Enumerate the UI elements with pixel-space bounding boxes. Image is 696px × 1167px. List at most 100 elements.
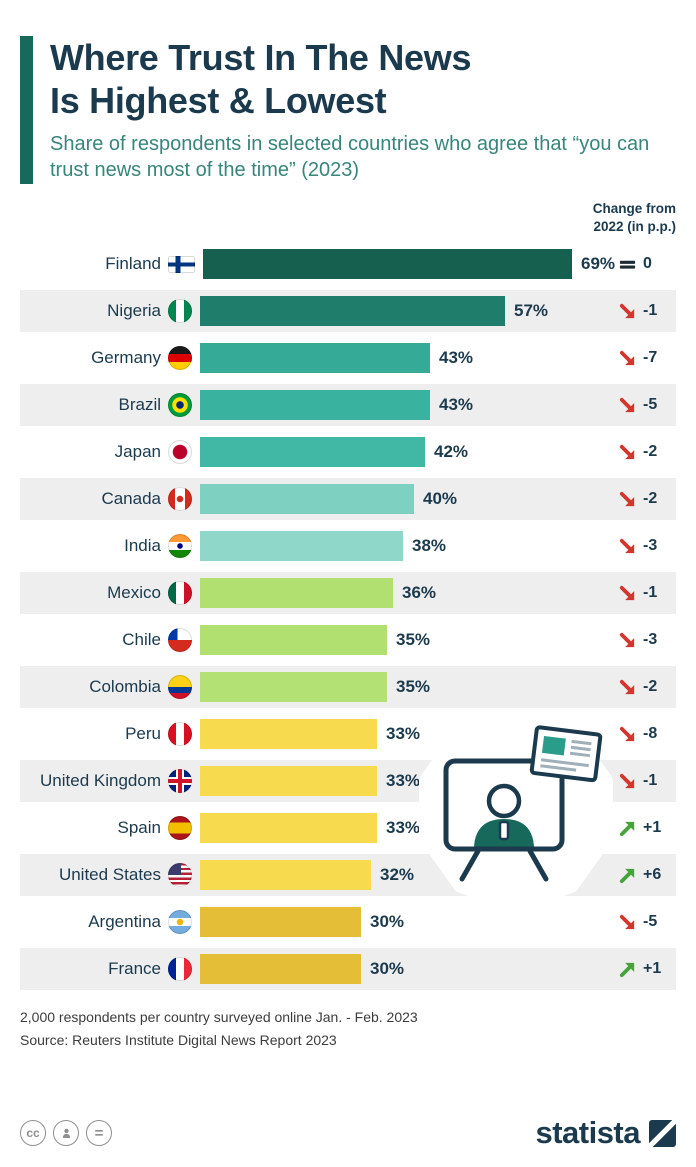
- country-label: Brazil: [118, 395, 161, 415]
- chart-row: Spain 33% +1: [20, 807, 676, 849]
- country-label: United States: [58, 865, 161, 885]
- change-arrow-icon: [618, 302, 637, 321]
- change-arrow-icon: [618, 537, 637, 556]
- change-value: +1: [643, 819, 662, 837]
- value-bar: [200, 296, 505, 327]
- change-value: -2: [643, 490, 658, 508]
- value-label: 32%: [380, 865, 415, 885]
- country-label-area: Chile: [20, 630, 161, 650]
- change-area: 0: [618, 255, 676, 274]
- chart-row: Finland 69% 0: [20, 243, 676, 285]
- country-flag-icon: [168, 957, 192, 982]
- country-label-area: United Kingdom: [20, 771, 161, 791]
- chart-row: Argentina 30% -5: [20, 901, 676, 943]
- value-label: 42%: [434, 442, 469, 462]
- infographic: Where Trust In The News Is Highest & Low…: [0, 36, 696, 1150]
- value-label: 30%: [370, 959, 405, 979]
- value-label: 33%: [386, 724, 421, 744]
- value-label: 36%: [402, 583, 437, 603]
- change-arrow-icon: [618, 725, 637, 744]
- chart-row: Colombia 35% -2: [20, 666, 676, 709]
- change-area: -2: [618, 490, 676, 509]
- country-label-area: France: [20, 959, 161, 979]
- country-label: United Kingdom: [40, 771, 161, 791]
- country-label: Finland: [105, 254, 161, 274]
- value-bar: [200, 390, 430, 421]
- country-label-area: Colombia: [20, 677, 161, 697]
- change-area: -1: [618, 584, 676, 603]
- bar-area: 33%: [200, 766, 618, 797]
- license-icons: cc =: [20, 1120, 112, 1146]
- value-bar: [200, 766, 377, 797]
- change-arrow-icon: [618, 349, 637, 368]
- bar-area: 35%: [200, 625, 618, 656]
- change-area: +1: [618, 960, 676, 979]
- bar-area: 42%: [200, 437, 618, 468]
- change-value: -2: [643, 678, 658, 696]
- bar-area: 30%: [200, 907, 618, 938]
- change-area: -7: [618, 349, 676, 368]
- bar-area: 40%: [200, 484, 618, 515]
- change-area: +6: [618, 866, 676, 885]
- country-flag-icon: [168, 255, 195, 273]
- country-flag-icon: [168, 863, 192, 888]
- bar-area: 43%: [200, 343, 618, 374]
- chart-row: Canada 40% -2: [20, 478, 676, 521]
- bar-area: 30%: [200, 954, 618, 985]
- country-flag-icon: [168, 910, 192, 935]
- country-label: Peru: [125, 724, 161, 744]
- change-value: -1: [643, 772, 658, 790]
- country-label-area: Canada: [20, 489, 161, 509]
- value-label: 57%: [514, 301, 549, 321]
- country-label-area: Germany: [20, 348, 161, 368]
- change-column-header-line1: Change from: [592, 200, 676, 216]
- page-title-line1: Where Trust In The News: [50, 37, 472, 78]
- value-label: 38%: [412, 536, 447, 556]
- change-value: -1: [643, 584, 658, 602]
- country-flag-icon: [168, 722, 192, 747]
- change-area: -5: [618, 913, 676, 932]
- value-label: 33%: [386, 818, 421, 838]
- bar-chart-rows: Finland 69% 0 Nigeria: [20, 243, 676, 991]
- bar-chart: Finland 69% 0 Nigeria: [20, 243, 676, 991]
- bar-area: 33%: [200, 719, 618, 750]
- page-title: Where Trust In The News Is Highest & Low…: [50, 36, 650, 122]
- country-flag-icon: [168, 299, 192, 324]
- country-flag-icon: [168, 769, 192, 794]
- country-label: Spain: [117, 818, 161, 838]
- value-label: 43%: [439, 348, 474, 368]
- bar-area: 36%: [200, 578, 618, 609]
- bar-area: 35%: [200, 672, 618, 703]
- country-label-area: Nigeria: [20, 301, 161, 321]
- change-value: -5: [643, 396, 658, 414]
- header: Where Trust In The News Is Highest & Low…: [20, 36, 676, 184]
- country-label: France: [108, 959, 161, 979]
- cc-icon: cc: [20, 1120, 46, 1146]
- chart-row: Nigeria 57% -1: [20, 290, 676, 333]
- footer-note: 2,000 respondents per country surveyed o…: [20, 1009, 418, 1026]
- header-text: Where Trust In The News Is Highest & Low…: [50, 36, 650, 184]
- statista-logo-text: statista: [535, 1115, 640, 1150]
- country-label: Chile: [122, 630, 161, 650]
- country-label: Japan: [114, 442, 161, 462]
- value-bar: [200, 907, 361, 938]
- bar-area: 43%: [200, 390, 618, 421]
- change-area: -2: [618, 443, 676, 462]
- value-label: 69%: [581, 254, 616, 274]
- chart-row: Germany 43% -7: [20, 337, 676, 379]
- footer-source: Source: Reuters Institute Digital News R…: [20, 1032, 337, 1049]
- value-label: 35%: [396, 677, 431, 697]
- change-area: -3: [618, 537, 676, 556]
- change-arrow-icon: [618, 396, 637, 415]
- value-bar: [200, 719, 377, 750]
- bar-area: 69%: [203, 249, 618, 280]
- change-arrow-icon: [618, 678, 637, 697]
- change-arrow-icon: [618, 255, 637, 274]
- change-area: -5: [618, 396, 676, 415]
- chart-row: France 30% +1: [20, 948, 676, 991]
- value-bar: [200, 437, 425, 468]
- value-bar: [200, 813, 377, 844]
- country-label: Germany: [91, 348, 161, 368]
- country-label-area: India: [20, 536, 161, 556]
- change-column-header-line2: 2022 (in p.p.): [593, 219, 676, 235]
